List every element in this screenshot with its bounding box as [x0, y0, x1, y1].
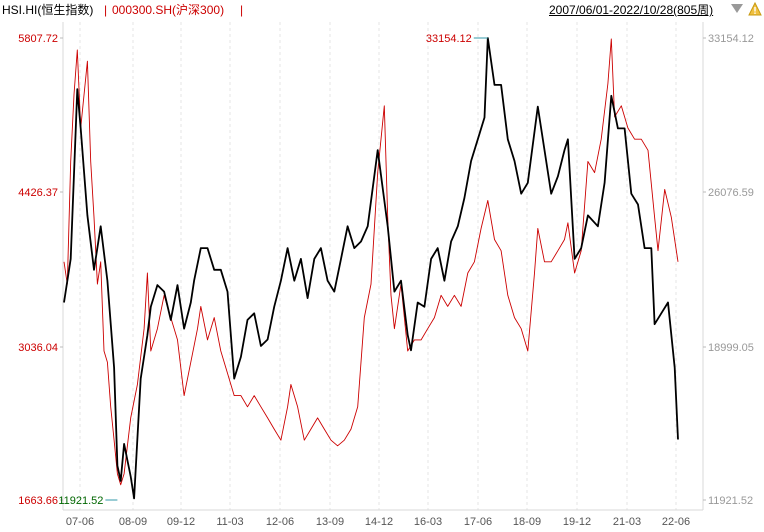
- left-tick-label: 3036.04: [18, 342, 58, 354]
- x-tick-label: 09-12: [167, 516, 195, 528]
- x-tick-label: 07-06: [66, 516, 94, 528]
- x-tick-label: 12-06: [266, 516, 294, 528]
- max-annotation: 33154.12: [426, 33, 472, 45]
- series-line-hsi: [63, 37, 679, 500]
- date-range-selector[interactable]: 2007/06/01-2022/10/28(805周): [549, 3, 714, 17]
- plot-frame: [62, 22, 704, 511]
- right-tick-label: 11921.52: [708, 495, 753, 507]
- right-tick-label: 33154.12: [708, 33, 754, 45]
- right-tick-label: 18999.05: [708, 342, 754, 354]
- x-tick-label: 13-09: [316, 516, 344, 528]
- left-axis: 5807.72 4426.37 3036.04 1663.66: [18, 33, 63, 507]
- chevron-down-icon[interactable]: [731, 4, 743, 14]
- warning-icon[interactable]: [748, 2, 762, 16]
- header-separator: |: [240, 3, 244, 17]
- series-line-csi300: [63, 38, 679, 486]
- x-tick-label: 16-03: [414, 516, 442, 528]
- x-tick-label: 19-12: [563, 516, 591, 528]
- left-tick-label: 1663.66: [18, 495, 58, 507]
- left-tick-label: 4426.37: [18, 187, 58, 199]
- x-tick-label: 11-03: [216, 516, 243, 528]
- x-tick-label: 18-09: [513, 516, 541, 528]
- series-label-hsi[interactable]: HSI.HI(恒生指数): [2, 3, 94, 17]
- right-axis: 33154.12 26076.59 18999.05 11921.52: [703, 33, 754, 507]
- chart-header: HSI.HI(恒生指数) | 000300.SH(沪深300) | 2007/0…: [0, 0, 764, 22]
- series-label-csi300[interactable]: 000300.SH(沪深300): [112, 3, 225, 17]
- x-axis: 07-06 08-09 09-12 11-03 12-06 13-09 14-12 16-03…: [66, 516, 690, 528]
- right-tick-label: 26076.59: [708, 187, 754, 199]
- x-tick-label: 21-03: [613, 516, 641, 528]
- x-tick-label: 17-06: [464, 516, 492, 528]
- series-layer: [63, 37, 679, 500]
- x-tick-label: 22-06: [662, 516, 690, 528]
- x-tick-label: 08-09: [119, 516, 147, 528]
- header-separator: |: [104, 3, 108, 17]
- left-tick-label: 5807.72: [18, 33, 58, 45]
- min-annotation: 11921.52: [58, 495, 103, 507]
- x-tick-label: 14-12: [365, 516, 393, 528]
- grid-lines: [79, 22, 677, 510]
- annotations: 33154.12 11921.52: [58, 33, 488, 507]
